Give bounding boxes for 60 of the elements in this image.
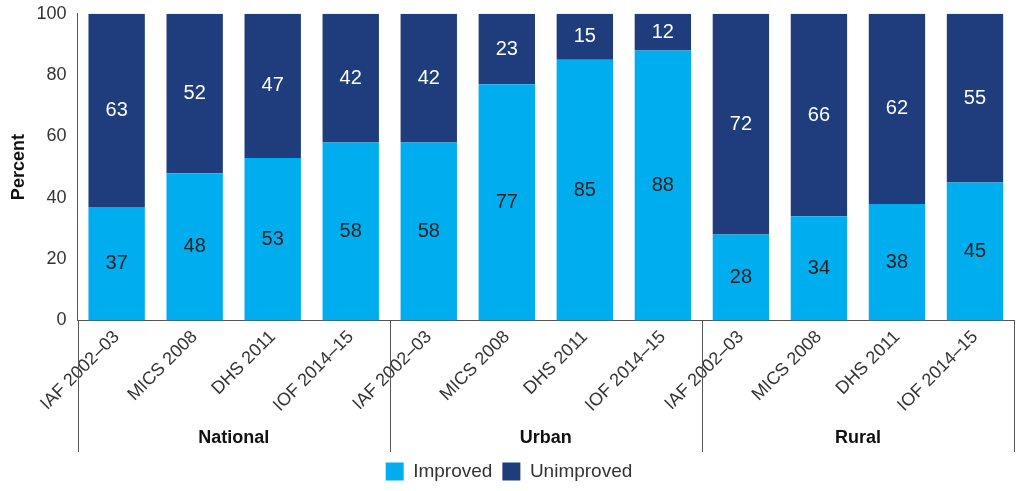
bar <box>322 142 379 321</box>
data-label: 55 <box>963 85 987 108</box>
bar <box>400 142 457 321</box>
data-label: 63 <box>105 97 128 120</box>
y-tick-label: 20 <box>46 248 67 269</box>
data-label: 53 <box>261 226 284 249</box>
bar <box>556 59 614 321</box>
bar <box>478 84 535 321</box>
data-label: 66 <box>807 102 831 125</box>
bar <box>712 234 770 321</box>
data-label: 85 <box>573 177 596 200</box>
bar <box>244 13 301 158</box>
legend-label: Unimproved <box>529 459 633 481</box>
data-label: 58 <box>417 219 440 242</box>
data-label: 45 <box>963 238 987 261</box>
data-label: 34 <box>807 255 831 278</box>
bar <box>166 173 223 321</box>
bar <box>244 157 301 321</box>
data-label: 62 <box>885 96 909 119</box>
data-label: 48 <box>183 234 206 257</box>
data-label: 77 <box>495 189 518 212</box>
bar <box>634 50 692 321</box>
y-tick-label: 100 <box>36 2 67 23</box>
bar <box>88 206 145 321</box>
bar <box>868 13 926 204</box>
data-label: 72 <box>729 111 753 134</box>
data-label: 42 <box>417 65 440 88</box>
data-label: 42 <box>339 65 362 88</box>
bar <box>322 13 379 143</box>
bar <box>634 13 692 51</box>
data-label: 28 <box>729 265 753 288</box>
bar <box>166 13 223 174</box>
data-label: 88 <box>651 173 674 196</box>
text: Urban <box>519 426 572 447</box>
bar <box>946 182 1004 321</box>
bar <box>790 216 848 321</box>
text: National <box>198 426 270 447</box>
data-label: 58 <box>339 219 362 242</box>
bar <box>790 13 848 217</box>
data-label: 38 <box>885 249 909 272</box>
y-tick-label: 80 <box>46 64 67 85</box>
y-tick-label: 0 <box>56 309 67 330</box>
data-label: 12 <box>651 19 674 42</box>
data-label: 47 <box>261 73 284 96</box>
bar <box>868 203 926 321</box>
text: Rural <box>834 426 881 447</box>
data-label: 52 <box>183 81 206 104</box>
data-label: 23 <box>495 36 518 59</box>
legend-label: Improved <box>413 459 493 481</box>
y-axis-title: Percent <box>7 134 28 201</box>
bar <box>478 13 535 85</box>
bar <box>556 13 614 60</box>
y-tick-label: 40 <box>46 186 67 207</box>
data-label: 37 <box>105 251 128 274</box>
bar <box>400 13 457 143</box>
y-tick-label: 60 <box>46 125 67 146</box>
bar <box>946 13 1004 183</box>
bar <box>88 13 145 207</box>
bar <box>712 13 770 235</box>
data-label: 15 <box>573 24 596 47</box>
